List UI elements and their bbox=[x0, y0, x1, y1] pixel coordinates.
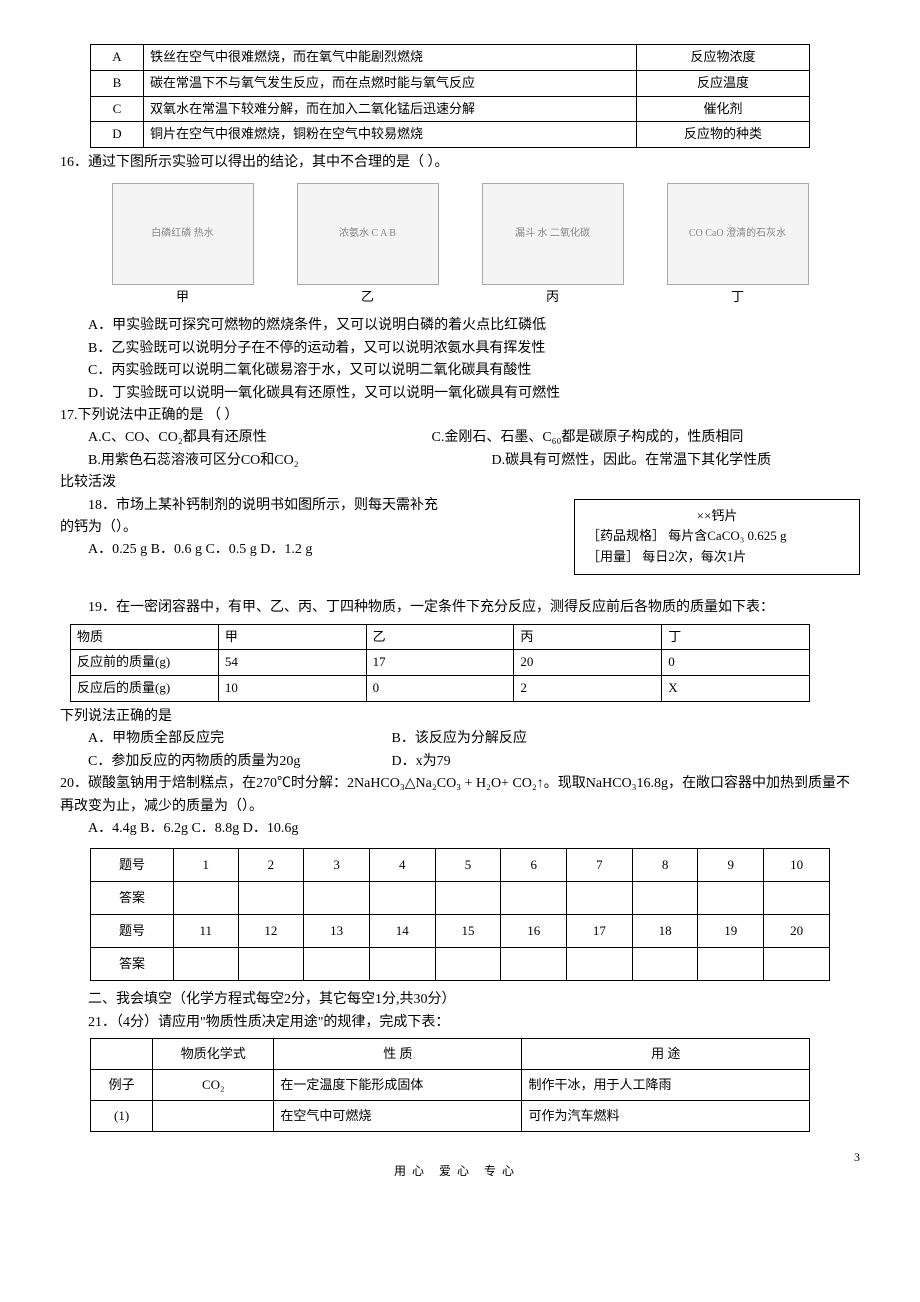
q18-options: A．0.25 g B．0.6 g C．0.5 g D．1.2 g bbox=[88, 539, 554, 561]
option: B.用紫色石蕊溶液可区分CO和CO₂ bbox=[88, 450, 488, 472]
experiment-image: CO CaO 澄清的石灰水 bbox=[667, 183, 809, 285]
table-row: 例子CO₂在一定温度下能形成固体制作干冰，用于人工降雨 bbox=[91, 1070, 810, 1101]
table-row: 答案 bbox=[91, 882, 830, 915]
cell: B bbox=[91, 70, 144, 96]
experiment-image: 白磷红磷 热水 bbox=[112, 183, 254, 285]
option: C．丙实验既可以说明二氧化碳易溶于水，又可以说明二氧化碳具有酸性 bbox=[88, 360, 860, 382]
option: A．甲物质全部反应完 bbox=[88, 728, 388, 750]
image-label: 乙 bbox=[297, 287, 439, 308]
table-row: C双氧水在常温下较难分解，而在加入二氧化锰后迅速分解催化剂 bbox=[91, 96, 810, 122]
table-row: D铜片在空气中很难燃烧，铜粉在空气中较易燃烧反应物的种类 bbox=[91, 122, 810, 148]
mass-table: 物质甲乙丙丁 反应前的质量(g)5417200 反应后的质量(g)1002X bbox=[70, 624, 810, 702]
cell: 反应温度 bbox=[637, 70, 810, 96]
footer-motto: 用心 爱心 专心 3 bbox=[60, 1162, 860, 1181]
factors-table: A铁丝在空气中很难燃烧，而在氧气中能剧烈燃烧反应物浓度 B碳在常温下不与氧气发生… bbox=[90, 44, 810, 148]
option: C．参加反应的丙物质的质量为20g bbox=[88, 751, 388, 773]
image-label: 甲 bbox=[112, 287, 254, 308]
cell: C bbox=[91, 96, 144, 122]
page-number: 3 bbox=[854, 1148, 860, 1167]
table-row: 题号 12345678910 bbox=[91, 849, 830, 882]
cell: 碳在常温下不与氧气发生反应，而在点燃时能与氧气反应 bbox=[144, 70, 637, 96]
image-label: 丁 bbox=[667, 287, 809, 308]
q19-post: 下列说法正确的是 bbox=[60, 706, 860, 728]
q16-stem: 16．通过下图所示实验可以得出的结论，其中不合理的是（ ）。 bbox=[60, 152, 860, 174]
cell: 反应物浓度 bbox=[637, 45, 810, 71]
q19-options: A．甲物质全部反应完 B．该反应为分解反应 C．参加反应的丙物质的质量为20g … bbox=[88, 728, 860, 773]
answer-grid: 题号 12345678910 答案 题号 1112131415161718192… bbox=[90, 848, 830, 981]
table-row: A铁丝在空气中很难燃烧，而在氧气中能剧烈燃烧反应物浓度 bbox=[91, 45, 810, 71]
q18-stem: 18．市场上某补钙制剂的说明书如图所示，则每天需补充 bbox=[60, 495, 554, 517]
cell: D bbox=[91, 122, 144, 148]
option: A．甲实验既可探究可燃物的燃烧条件，又可以说明白磷的着火点比红磷低 bbox=[88, 315, 860, 337]
property-table: 物质化学式性 质用 途 例子CO₂在一定温度下能形成固体制作干冰，用于人工降雨 … bbox=[90, 1038, 810, 1132]
option: C.金刚石、石墨、C₆₀都是碳原子构成的，性质相同 bbox=[432, 430, 744, 445]
box-title: ××钙片 bbox=[587, 506, 847, 527]
table-row: 题号 11121314151617181920 bbox=[91, 915, 830, 948]
q19-stem: 19．在一密闭容器中，有甲、乙、丙、丁四种物质，一定条件下充分反应，测得反应前后… bbox=[60, 597, 860, 619]
q20-options: A．4.4g B．6.2g C．8.8g D．10.6g bbox=[88, 818, 860, 840]
q17-options: A.C、CO、CO₂都具有还原性 C.金刚石、石墨、C₆₀都是碳原子构成的，性质… bbox=[88, 427, 860, 472]
cell: A bbox=[91, 45, 144, 71]
section-title: 二、我会填空（化学方程式每空2分，其它每空1分,共30分） bbox=[60, 989, 860, 1011]
q18-block: 18．市场上某补钙制剂的说明书如图所示，则每天需补充 的钙为（）。 A．0.25… bbox=[60, 495, 860, 575]
q21-stem: 21．（4分）请应用"物质性质决定用途"的规律，完成下表： bbox=[60, 1012, 860, 1034]
table-row: 答案 bbox=[91, 948, 830, 981]
cell: 反应物的种类 bbox=[637, 122, 810, 148]
option: B．该反应为分解反应 bbox=[392, 731, 527, 746]
box-line: ［用量］ 每日2次，每次1片 bbox=[587, 547, 847, 568]
q18-stem: 的钙为（）。 bbox=[60, 517, 554, 539]
option-tail: 比较活泼 bbox=[60, 472, 860, 494]
option: D.碳具有可燃性，因此。在常温下其化学性质 bbox=[492, 453, 772, 468]
box-line: ［药品规格］ 每片含CaCO₃ 0.625 g bbox=[587, 526, 847, 547]
option: D．x为79 bbox=[392, 754, 451, 769]
option: D．丁实验既可以说明一氧化碳具有还原性，又可以说明一氧化碳具有可燃性 bbox=[88, 383, 860, 405]
cell: 双氧水在常温下较难分解，而在加入二氧化锰后迅速分解 bbox=[144, 96, 637, 122]
table-row: 物质化学式性 质用 途 bbox=[91, 1039, 810, 1070]
experiment-image: 漏斗 水 二氧化碳 bbox=[482, 183, 624, 285]
option: B．乙实验既可以说明分子在不停的运动着，又可以说明浓氨水具有挥发性 bbox=[88, 338, 860, 360]
cell: 铁丝在空气中很难燃烧，而在氧气中能剧烈燃烧 bbox=[144, 45, 637, 71]
image-label: 丙 bbox=[482, 287, 624, 308]
table-row: B碳在常温下不与氧气发生反应，而在点燃时能与氧气反应反应温度 bbox=[91, 70, 810, 96]
cell: 铜片在空气中很难燃烧，铜粉在空气中较易燃烧 bbox=[144, 122, 637, 148]
q16-options: A．甲实验既可探究可燃物的燃烧条件，又可以说明白磷的着火点比红磷低 B．乙实验既… bbox=[88, 315, 860, 405]
q17-stem: 17.下列说法中正确的是 （ ） bbox=[60, 405, 860, 427]
experiment-image: 浓氨水 C A B bbox=[297, 183, 439, 285]
table-row: (1)在空气中可燃烧可作为汽车燃料 bbox=[91, 1101, 810, 1132]
table-row: 反应后的质量(g)1002X bbox=[71, 676, 810, 702]
table-row: 反应前的质量(g)5417200 bbox=[71, 650, 810, 676]
medicine-label-box: ××钙片 ［药品规格］ 每片含CaCO₃ 0.625 g ［用量］ 每日2次，每… bbox=[574, 499, 860, 575]
option: A.C、CO、CO₂都具有还原性 bbox=[88, 427, 428, 449]
q16-images: 白磷红磷 热水甲 浓氨水 C A B乙 漏斗 水 二氧化碳丙 CO CaO 澄清… bbox=[90, 183, 830, 308]
table-row: 物质甲乙丙丁 bbox=[71, 624, 810, 650]
q20-stem: 20．碳酸氢钠用于焙制糕点，在270℃时分解：2NaHCO₃△Na₂CO₃ + … bbox=[60, 773, 860, 818]
cell: 催化剂 bbox=[637, 96, 810, 122]
